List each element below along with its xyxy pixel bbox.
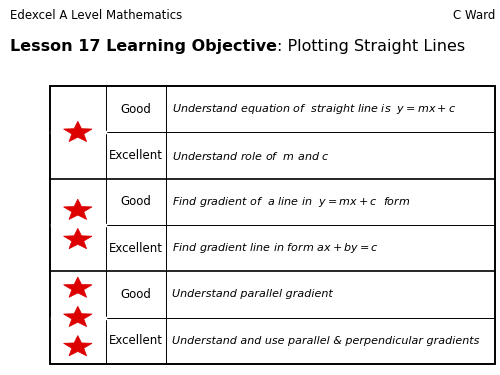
- Polygon shape: [64, 121, 92, 142]
- Text: Understand and use parallel & perpendicular gradients: Understand and use parallel & perpendicu…: [172, 336, 479, 346]
- Text: Understand equation of  straight line is  $y = mx + c$: Understand equation of straight line is …: [172, 102, 456, 116]
- Text: Edexcel A Level Mathematics: Edexcel A Level Mathematics: [10, 9, 182, 22]
- Polygon shape: [64, 336, 92, 356]
- Text: Good: Good: [120, 103, 151, 116]
- Text: Find gradient line in form $ax + by = c$: Find gradient line in form $ax + by = c$: [172, 241, 378, 255]
- Text: Good: Good: [120, 195, 151, 208]
- Polygon shape: [64, 199, 92, 219]
- Text: Excellent: Excellent: [108, 242, 162, 255]
- Polygon shape: [64, 277, 92, 297]
- Text: Excellent: Excellent: [108, 149, 162, 162]
- Text: Good: Good: [120, 288, 151, 301]
- Bar: [50, 86, 495, 364]
- Text: Excellent: Excellent: [108, 334, 162, 347]
- Polygon shape: [64, 228, 92, 249]
- Text: C Ward: C Ward: [452, 9, 495, 22]
- Bar: [50, 86, 495, 364]
- Text: Find gradient of  a line in  $y = mx + c$  form: Find gradient of a line in $y = mx + c$ …: [172, 195, 410, 209]
- Text: Understand role of  $m$ and $c$: Understand role of $m$ and $c$: [172, 150, 330, 162]
- Text: Lesson 17 Learning Objective: Lesson 17 Learning Objective: [10, 39, 277, 54]
- Text: : Plotting Straight Lines: : Plotting Straight Lines: [277, 39, 465, 54]
- Polygon shape: [64, 306, 92, 327]
- Text: Understand parallel gradient: Understand parallel gradient: [172, 290, 332, 299]
